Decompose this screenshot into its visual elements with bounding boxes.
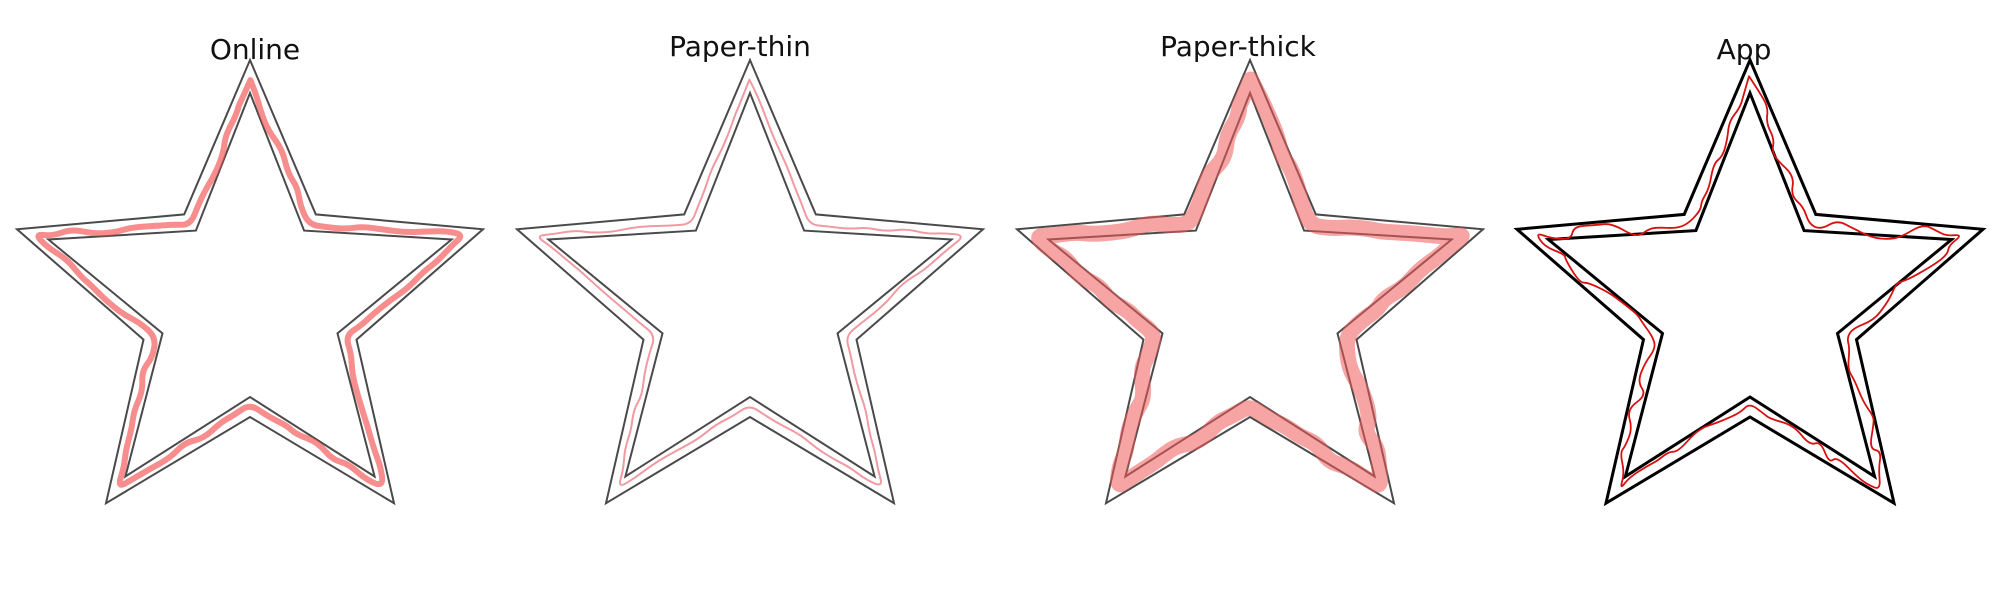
star-figure-online xyxy=(14,57,486,506)
panel-title: App xyxy=(1716,33,1772,66)
star-outer-outline xyxy=(514,57,986,506)
star-inner-outline xyxy=(1045,90,1455,479)
panel-paper-thick: Paper-thick xyxy=(1000,0,1500,600)
panel-paper-thin: Paper-thin xyxy=(500,0,1000,600)
star-inner-outline xyxy=(45,90,455,479)
star-outer-outline xyxy=(14,57,486,506)
traced-path xyxy=(1031,71,1470,493)
star-inner-outline xyxy=(1544,88,1956,480)
star-outer-outline xyxy=(1513,56,1987,507)
star-figure-app xyxy=(1513,56,1987,507)
traced-path xyxy=(1537,75,1960,489)
panel-title: Online xyxy=(209,33,301,66)
star-figure-paper-thin xyxy=(514,57,986,506)
panel-title: Paper-thick xyxy=(1160,30,1316,63)
star-figure-paper-thick xyxy=(1014,57,1486,506)
panel-title: Paper-thin xyxy=(669,30,811,63)
star-inner-outline xyxy=(545,90,955,479)
traced-path xyxy=(538,78,962,486)
panel-app: App xyxy=(1500,0,2000,600)
star-outer-outline xyxy=(1014,57,1486,506)
panel-online: Online xyxy=(0,0,500,600)
traced-path xyxy=(35,77,464,488)
